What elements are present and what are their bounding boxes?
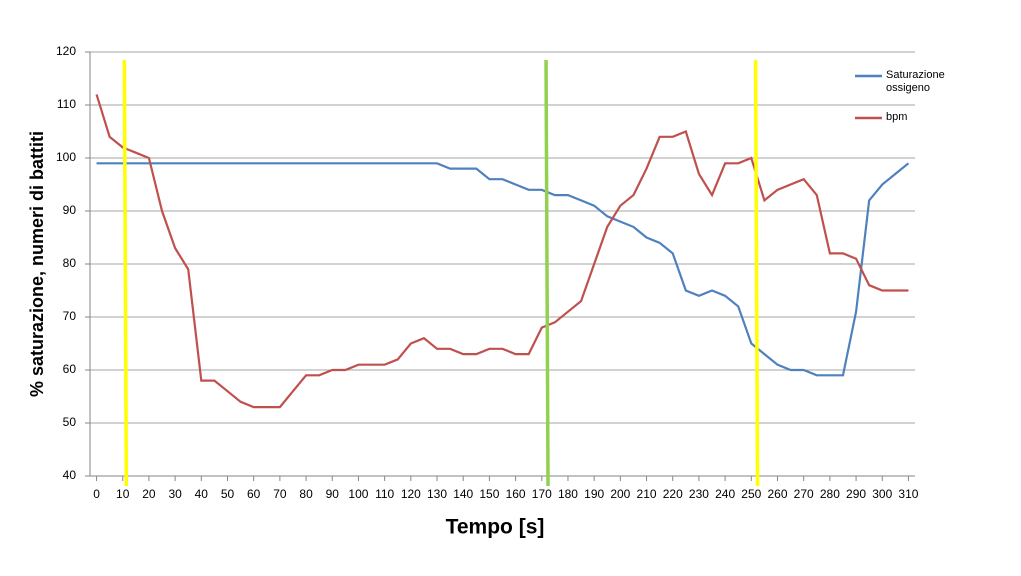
y-tick-label: 60 (63, 362, 77, 376)
x-tick-label: 90 (326, 487, 340, 501)
x-tick-label: 40 (195, 487, 209, 501)
y-tick-label: 70 (63, 309, 77, 323)
x-tick-label: 250 (741, 487, 761, 501)
legend-label: Saturazione ossigeno (886, 69, 945, 94)
series-line (95, 94, 909, 409)
x-tick-label: 310 (898, 487, 918, 501)
x-tick-label: 290 (846, 487, 866, 501)
x-tick-label: 110 (375, 487, 394, 501)
x-tick-label: 20 (142, 487, 156, 501)
x-tick-label: 210 (637, 487, 657, 501)
x-tick-label: 150 (479, 487, 499, 501)
x-tick-label: 120 (401, 487, 421, 501)
x-tick-label: 10 (116, 487, 130, 501)
x-tick-label: 60 (247, 487, 261, 501)
x-tick-label: 230 (689, 487, 709, 501)
y-tick-label: 50 (63, 415, 77, 429)
x-tick-label: 80 (299, 487, 313, 501)
x-tick-label: 130 (427, 487, 447, 501)
y-tick-label: 100 (56, 150, 76, 164)
x-tick-label: 240 (715, 487, 735, 501)
x-tick-label: 300 (872, 487, 892, 501)
x-tick-label: 100 (348, 487, 368, 501)
x-tick-label: 160 (506, 487, 526, 501)
x-tick-label: 220 (663, 487, 683, 501)
marker-line (544, 59, 550, 487)
y-tick-label: 110 (57, 97, 76, 111)
x-tick-label: 50 (221, 487, 235, 501)
x-tick-label: 190 (584, 487, 604, 501)
x-axis-label: Tempo [s] (446, 516, 545, 539)
x-tick-label: 140 (453, 487, 473, 501)
series-line (96, 162, 910, 377)
marker-line (753, 59, 760, 487)
y-tick-label: 40 (63, 468, 77, 482)
y-tick-label: 80 (63, 256, 77, 270)
legend-label: bpm (886, 111, 908, 123)
x-tick-label: 260 (767, 487, 787, 501)
marker-line (122, 59, 129, 487)
y-tick-label: 120 (56, 44, 76, 58)
x-tick-label: 0 (93, 487, 100, 501)
x-tick-label: 280 (820, 487, 840, 501)
x-tick-label: 270 (794, 487, 814, 501)
x-tick-label: 70 (273, 487, 287, 501)
x-tick-label: 170 (532, 487, 552, 501)
y-axis-label: % saturazione, numeri di battiti (27, 131, 47, 397)
y-tick-label: 90 (63, 203, 77, 217)
x-tick-label: 200 (610, 487, 630, 501)
x-tick-label: 30 (168, 487, 182, 501)
x-tick-label: 180 (558, 487, 578, 501)
